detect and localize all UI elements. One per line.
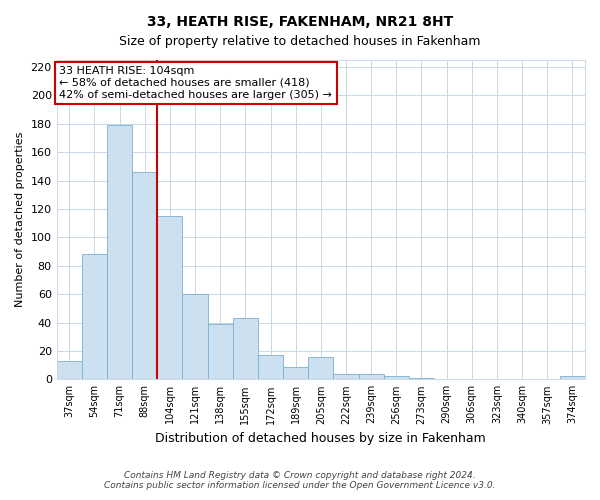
Bar (157, 216, 182, 380)
Bar (384, 376, 409, 380)
Bar (208, 324, 233, 380)
Bar (233, 318, 258, 380)
Y-axis label: Number of detached properties: Number of detached properties (15, 132, 25, 308)
Bar (182, 294, 208, 380)
Bar (308, 356, 334, 380)
Bar (82, 254, 107, 380)
Bar (409, 378, 434, 380)
Text: Size of property relative to detached houses in Fakenham: Size of property relative to detached ho… (119, 35, 481, 48)
Text: Contains HM Land Registry data © Crown copyright and database right 2024.
Contai: Contains HM Land Registry data © Crown c… (104, 470, 496, 490)
Bar (132, 172, 157, 380)
Bar (107, 126, 132, 380)
Bar (560, 376, 585, 380)
Bar (359, 374, 384, 380)
Bar (334, 374, 359, 380)
Bar (283, 366, 308, 380)
Text: 33 HEATH RISE: 104sqm
← 58% of detached houses are smaller (418)
42% of semi-det: 33 HEATH RISE: 104sqm ← 58% of detached … (59, 66, 332, 100)
Text: 33, HEATH RISE, FAKENHAM, NR21 8HT: 33, HEATH RISE, FAKENHAM, NR21 8HT (147, 15, 453, 29)
Bar (56, 361, 82, 380)
Bar (258, 355, 283, 380)
X-axis label: Distribution of detached houses by size in Fakenham: Distribution of detached houses by size … (155, 432, 486, 445)
